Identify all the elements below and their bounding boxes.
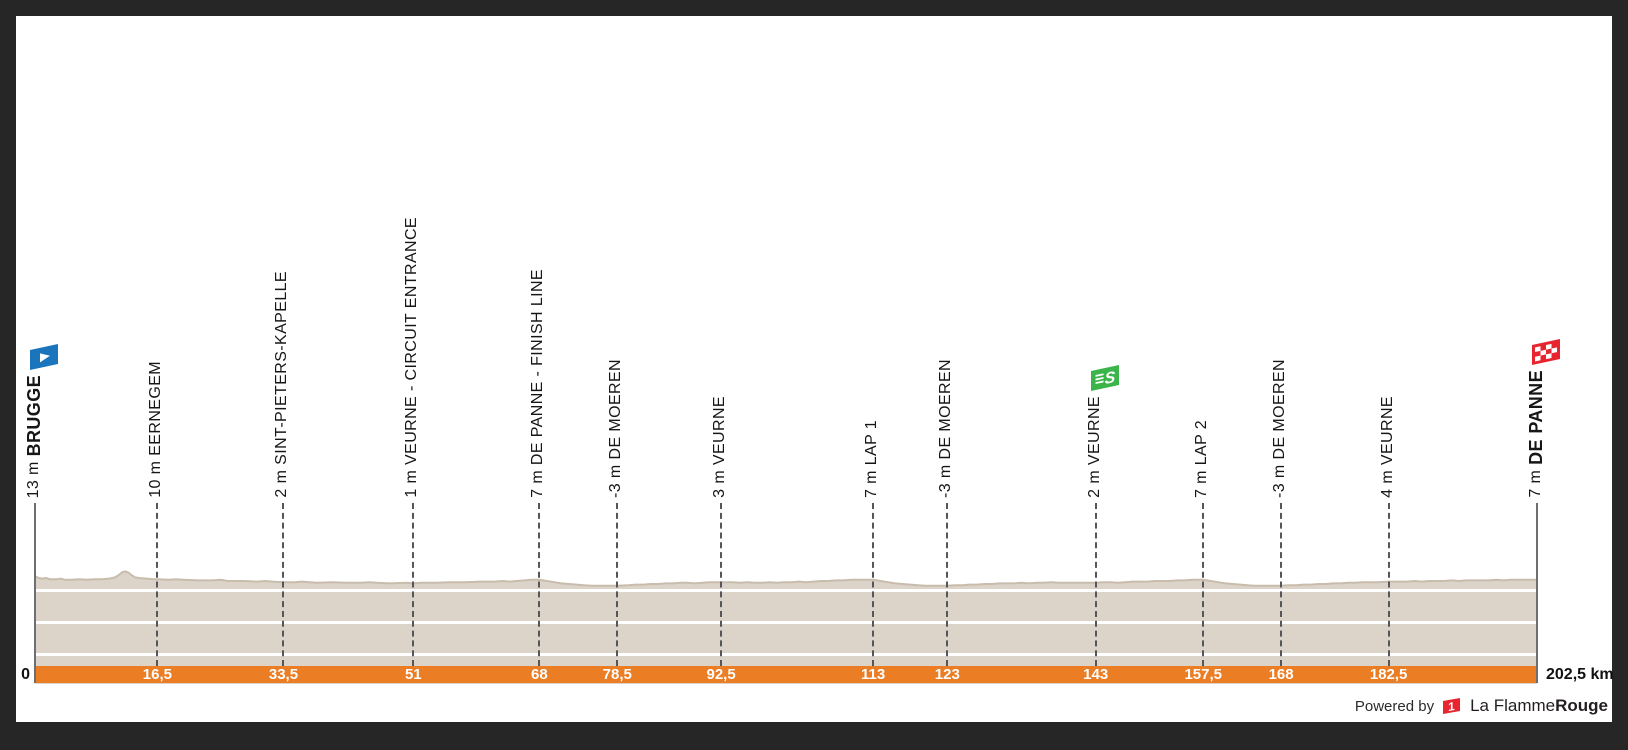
waypoint-name: LAP 1 [863,419,881,466]
distance-axis-bar [35,666,1537,683]
waypoint-sint-pieters-kapelle: 2 m SINT-PIETERS-KAPELLE [273,271,292,498]
waypoint-name: DE MOEREN [607,359,625,460]
waypoint-veurne-circuit-entrance: 1 m VEURNE - CIRCUIT ENTRANCE [403,217,422,498]
waypoint-label: 10 m EERNEGEM [146,361,166,498]
waypoint-label: 2 m VEURNE [1085,396,1105,498]
waypoint-label: 2 m SINT-PIETERS-KAPELLE [272,271,292,498]
axis-km-label: 143 [1083,666,1109,683]
waypoint-label: -3 m DE MOEREN [606,359,626,498]
axis-km-label: 92,5 [706,666,736,683]
chart-background [16,16,1612,722]
axis-km-label: 123 [934,666,960,683]
waypoint-line-dashed [1202,503,1205,666]
waypoint-elevation: 1 m [403,465,421,498]
waypoint-label: -3 m DE MOEREN [936,359,956,498]
start-flag-icon [27,341,61,373]
waypoint-line-dashed [282,503,285,666]
waypoint-label: 7 m LAP 1 [862,420,882,498]
axis-km-label: 182,5 [1369,666,1408,683]
waypoint-line-dashed [946,503,949,666]
axis-km-label: 113 [861,666,886,683]
waypoint-name: VEURNE [1378,396,1396,466]
waypoint-name: VEURNE [711,396,729,466]
axis-total-distance-label: 202,5 km [1546,666,1614,683]
waypoint-label: 7 m DE PANNE [1526,370,1546,498]
waypoint-elevation: 4 m [1378,465,1396,498]
svg-text:1: 1 [1448,698,1455,713]
waypoint-elevation: 2 m [1085,465,1103,498]
waypoint-line-dashed [538,503,541,666]
waypoint-elevation: 10 m [147,455,165,498]
waypoint-name: EERNEGEM [147,361,165,456]
waypoint-line-dashed [1280,503,1283,666]
waypoint-line-dashed [720,503,723,666]
waypoint-veurne: 3 m VEURNE [711,396,730,498]
waypoint-elevation: 13 m [25,455,42,498]
waypoint-de-panne-finish-line: 7 m DE PANNE - FINISH LINE [529,269,548,498]
waypoint-label: -3 m DE MOEREN [1270,359,1290,498]
brand-text: La FlammeRouge [1470,696,1608,715]
waypoint-veurne: 4 m VEURNE [1379,396,1398,498]
waypoint-lap-1: 7 m LAP 1 [863,420,882,498]
axis-start-km-label: 0 [21,666,30,683]
waypoint-label: 1 m VEURNE - CIRCUIT ENTRANCE [402,217,422,498]
footer-credit: Powered by 1 La FlammeRouge [1355,694,1608,718]
waypoint-line-dashed [872,503,875,666]
axis-km-label: 168 [1268,666,1294,683]
axis-km-label: 78,5 [602,666,632,683]
waypoint-de-moeren: -3 m DE MOEREN [1271,359,1290,498]
waypoint-line-dashed [616,503,619,666]
waypoint-veurne: S 2 m VEURNE [1086,362,1122,498]
waypoint-elevation: -3 m [937,459,955,498]
waypoint-line-dashed [1094,503,1097,666]
waypoint-elevation: 3 m [711,465,729,498]
waypoint-name: DE PANNE [1526,370,1546,466]
svg-text:S: S [1104,368,1115,388]
axis-km-label: 157,5 [1184,666,1222,683]
waypoint-label: 7 m DE PANNE - FINISH LINE [528,269,548,498]
waypoint-label: 4 m VEURNE [1378,396,1398,498]
waypoint-label: 3 m VEURNE [710,396,730,498]
axis-km-label: 68 [531,666,548,683]
waypoint-brugge: 13 m BRUGGE [24,341,61,498]
waypoint-elevation: 7 m [863,465,881,498]
waypoint-name: VEURNE - CIRCUIT ENTRANCE [403,217,421,466]
waypoint-elevation: 2 m [273,465,291,498]
waypoint-name: SINT-PIETERS-KAPELLE [273,271,291,466]
waypoint-eernegem: 10 m EERNEGEM [147,361,166,498]
axis-km-label: 16,5 [142,666,172,683]
waypoint-line-dashed [156,503,159,666]
waypoint-de-panne: 7 m DE PANNE [1526,336,1563,498]
waypoint-name: DE MOEREN [937,359,955,460]
axis-km-label: 51 [404,666,422,683]
waypoint-line-start [34,503,36,683]
powered-by-text: Powered by [1354,697,1435,715]
waypoint-label: 13 m BRUGGE [24,375,44,498]
waypoint-elevation: 7 m [1193,465,1211,498]
waypoint-elevation: -3 m [607,459,625,498]
waypoint-name: VEURNE [1085,396,1103,466]
waypoint-line-dashed [1387,503,1390,666]
la-flamme-rouge-logo-icon: 1 [1441,695,1463,718]
waypoint-name: DE MOEREN [1271,359,1289,460]
waypoint-elevation: -3 m [1271,459,1289,498]
waypoint-label: 7 m LAP 2 [1192,420,1212,498]
waypoint-elevation: 7 m [529,465,547,498]
sprint-flag-icon: S [1088,362,1122,394]
waypoint-lap-2: 7 m LAP 2 [1193,420,1212,498]
waypoint-name: DE PANNE - FINISH LINE [529,269,547,466]
waypoint-de-moeren: -3 m DE MOEREN [937,359,956,498]
waypoint-name: LAP 2 [1193,419,1211,466]
waypoint-elevation: 7 m [1527,465,1544,498]
waypoint-line-dashed [412,503,415,666]
finish-flag-icon [1529,336,1563,368]
waypoint-line-finish [1536,503,1538,683]
waypoint-de-moeren: -3 m DE MOEREN [607,359,626,498]
axis-km-label: 33,5 [268,666,299,683]
waypoint-name: BRUGGE [24,374,44,456]
